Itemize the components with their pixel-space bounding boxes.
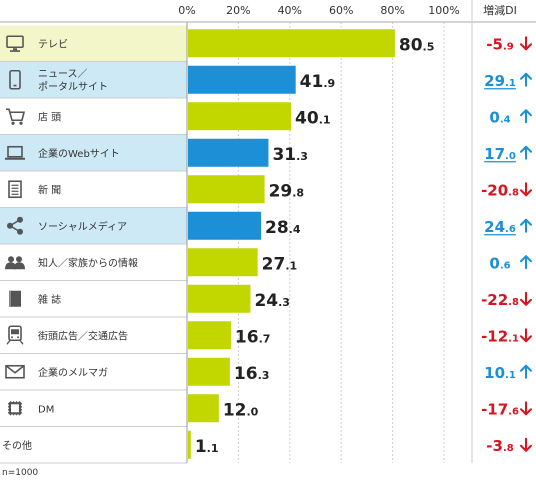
arrow-down-icon [520, 182, 532, 197]
bar [188, 102, 292, 131]
row-background [0, 135, 187, 171]
mail-icon [5, 364, 25, 379]
category-label: 企業のWebサイト [38, 147, 120, 160]
bar [188, 357, 230, 386]
x-tick-label: 60% [329, 4, 353, 17]
x-axis-ticks: 0% 20% 40% 60% 80% 100% [178, 4, 459, 17]
magazine-icon [9, 290, 21, 307]
value-label: 28.4 [265, 218, 301, 238]
bar [188, 248, 258, 277]
x-tick-label: 100% [428, 4, 459, 17]
value-label: 80.5 [399, 35, 435, 55]
bar [188, 211, 261, 240]
di-value: 17.0 [484, 145, 516, 163]
row-background [0, 208, 187, 244]
category-label: ポータルサイト [38, 81, 108, 93]
category-label: 店 頭 [38, 110, 61, 123]
di-value: -12.1 [481, 327, 519, 345]
laptop-icon [5, 145, 25, 160]
category-label: 雑 誌 [38, 293, 61, 306]
arrow-up-icon [520, 109, 532, 124]
di-value: 29.1 [484, 72, 516, 90]
x-tick-label: 80% [380, 4, 404, 17]
bar [188, 138, 269, 167]
value-label: 41.9 [300, 72, 336, 92]
category-label: その他 [2, 439, 32, 452]
value-label: 29.8 [269, 181, 305, 201]
category-label: ニュース／ [38, 68, 88, 80]
di-value: -20.8 [481, 181, 519, 199]
di-value: 10.1 [484, 364, 516, 382]
value-label: 16.7 [235, 327, 271, 347]
di-value: -22.8 [481, 291, 519, 309]
train-icon [6, 325, 24, 345]
di-value: -17.6 [481, 400, 519, 418]
bars [188, 29, 395, 459]
category-label: 知人／家族からの情報 [38, 256, 138, 269]
row-background [0, 62, 187, 98]
share-icon [7, 216, 23, 235]
newspaper-icon [8, 180, 22, 199]
bar [188, 321, 231, 350]
bar [188, 65, 296, 94]
gridlines [0, 0, 536, 463]
value-label: 31.3 [272, 145, 308, 165]
di-values: -5.9 29.1 0.4 17.0 -20.8 24.6 0.6 -22.8 -12.1 10.… [481, 35, 532, 455]
footnote: n=1000 [2, 468, 38, 478]
di-value: 0.6 [489, 254, 510, 272]
di-value: 0.4 [489, 108, 510, 126]
arrow-down-icon [520, 291, 532, 306]
value-label: 1.1 [195, 437, 219, 457]
di-value: -5.9 [486, 35, 513, 53]
tv-icon [6, 35, 24, 52]
di-value: 24.6 [484, 218, 516, 236]
x-tick-label: 40% [278, 4, 302, 17]
value-labels: 80.5 41.9 40.1 31.3 29.8 28.4 27.1 24.3 16.7 16.3… [195, 35, 435, 457]
bar [188, 29, 395, 58]
bar [188, 284, 251, 313]
di-header: 増減DI [483, 3, 517, 17]
value-label: 24.3 [254, 291, 290, 311]
di-value: -3.8 [486, 437, 513, 455]
arrow-down-icon [520, 328, 532, 343]
row-background [0, 25, 187, 61]
people-icon [5, 256, 25, 270]
shopping-cart-icon [6, 108, 26, 125]
arrow-up-icon [520, 145, 532, 160]
category-label: 街頭広告／交通広告 [38, 329, 128, 342]
category-icons [5, 35, 26, 417]
arrow-up-icon [520, 72, 532, 87]
value-label: 40.1 [295, 108, 331, 128]
x-tick-label: 0% [178, 4, 195, 17]
bar [188, 430, 191, 459]
arrow-up-icon [520, 218, 532, 233]
arrow-down-icon [520, 36, 532, 51]
value-label: 27.1 [262, 254, 298, 274]
arrow-up-icon [520, 364, 532, 379]
category-label: テレビ [38, 38, 68, 50]
smartphone-icon [9, 69, 21, 90]
category-label: ソーシャルメディア [38, 220, 127, 233]
x-tick-label: 20% [226, 4, 250, 17]
category-label: DM [38, 404, 54, 415]
bar [188, 394, 219, 423]
category-label: 企業のメルマガ [38, 366, 108, 379]
stamp-icon [7, 400, 23, 417]
arrow-down-icon [520, 437, 532, 452]
arrow-up-icon [520, 255, 532, 270]
arrow-down-icon [520, 401, 532, 416]
category-label: 新 聞 [38, 183, 61, 196]
bar [188, 175, 265, 204]
value-label: 12.0 [223, 400, 259, 420]
value-label: 16.3 [234, 364, 270, 384]
row-backgrounds [0, 25, 187, 464]
